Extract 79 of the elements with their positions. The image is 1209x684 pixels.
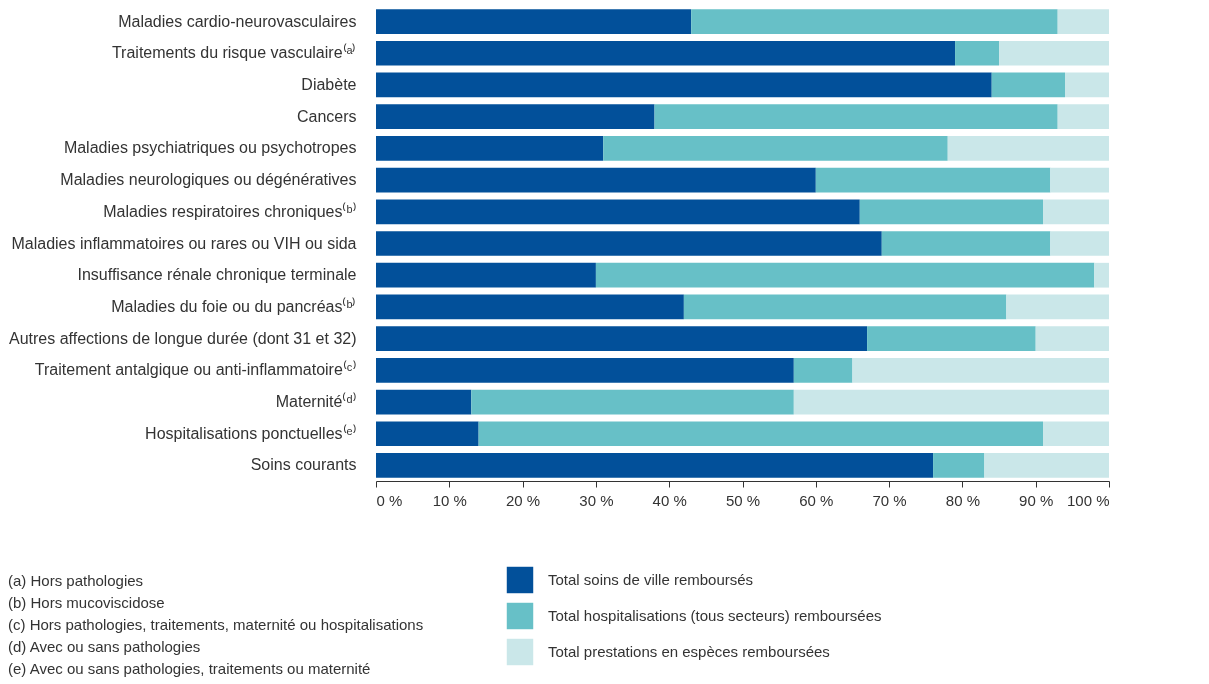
y-tick-label: Hospitalisations ponctuelles⁽ᵉ⁾: [145, 423, 357, 442]
y-tick-label: Maladies cardio-neurovasculaires: [118, 12, 357, 30]
bar: [376, 9, 692, 34]
bar: [603, 136, 948, 161]
bar: [859, 199, 1044, 225]
y-tick-label: Maladies respiratoires chroniques⁽ᵇ⁾: [103, 201, 357, 220]
bar: [471, 389, 794, 415]
bar: [376, 231, 882, 256]
bar: [376, 453, 934, 478]
bar: [1043, 421, 1109, 447]
bar: [1035, 326, 1109, 351]
y-tick-label: Cancers: [296, 107, 357, 125]
text: (d) Avec ou sans pathologies: [8, 637, 202, 657]
bar: [376, 104, 655, 130]
bar: [1065, 72, 1109, 98]
bar: [376, 136, 604, 161]
legend-label: Total prestations en espèces remboursées: [548, 643, 830, 660]
bar: [1057, 9, 1109, 34]
x-tick-label: 0 %: [376, 491, 403, 509]
bar: [683, 294, 1007, 320]
bar: [867, 326, 1036, 351]
x-tick-label: 20 %: [506, 491, 541, 509]
bar: [1043, 199, 1109, 225]
x-tick-label: 40 %: [652, 491, 687, 509]
x-tick-label: 10 %: [432, 491, 467, 509]
y-tick-label: Traitement antalgique ou anti-inflammatoire⁽ᶜ⁾: [34, 360, 357, 379]
bar: [1006, 294, 1109, 320]
bar: [376, 72, 992, 98]
bar: [376, 262, 596, 288]
bar: [947, 136, 1109, 161]
x-tick-label: 80 %: [945, 491, 980, 509]
bar: [595, 262, 1095, 288]
bar: [793, 357, 853, 383]
text: (e) Avec ou sans pathologies, traitements ou maternité: [8, 659, 372, 679]
bar: [376, 40, 956, 66]
legend-label: Total hospitalisations (tous secteurs) remboursées: [548, 607, 882, 624]
x-tick-label: 60 %: [799, 491, 834, 509]
bar: [376, 199, 860, 225]
bar: [376, 357, 794, 383]
bar: [1050, 231, 1109, 256]
y-tick-label: Autres affections de longue durée (dont 31 et 32): [9, 329, 357, 347]
bar: [881, 231, 1051, 256]
bar: [376, 421, 479, 447]
bar: [1057, 104, 1109, 130]
bar: [654, 104, 1058, 130]
x-tick-label: 100 %: [1066, 491, 1110, 509]
bar: [984, 453, 1109, 478]
x-tick-label: 50 %: [725, 491, 761, 509]
x-tick-label: 30 %: [579, 491, 614, 509]
x-tick-label: 70 %: [872, 491, 907, 509]
bar: [478, 421, 1044, 447]
bar: [815, 167, 1051, 193]
x-tick-label: 90 %: [1019, 491, 1054, 509]
bar: [1094, 262, 1109, 288]
y-tick-label: Diabète: [301, 75, 357, 93]
bar: [376, 167, 816, 193]
bar: [376, 294, 684, 320]
bar: [955, 40, 1000, 66]
y-tick-label: Maladies inflammatoires ou rares ou VIH ou sida: [11, 234, 357, 252]
text: (c) Hors pathologies, traitements, maternité ou hospitalisations: [8, 615, 424, 635]
bar: [691, 9, 1058, 34]
bar: [376, 389, 472, 415]
bar: [1050, 167, 1109, 193]
bar: [376, 326, 868, 351]
y-tick-label: Maladies neurologiques ou dégénératives: [60, 171, 357, 189]
text: (a) Hors pathologies: [8, 571, 145, 591]
bar: [999, 40, 1109, 66]
text: (b) Hors mucoviscidose: [8, 593, 166, 613]
bar: [793, 389, 1109, 415]
y-tick-label: Maternité⁽ᵈ⁾: [275, 392, 357, 411]
bar: [991, 72, 1066, 98]
y-tick-label: Maladies psychiatriques ou psychotropes: [63, 139, 357, 157]
y-tick-label: Traitements du risque vasculaire⁽ᵃ⁾: [111, 43, 357, 62]
bar: [852, 357, 1109, 383]
bar: [933, 453, 985, 478]
y-tick-label: Insuffisance rénale chronique terminale: [77, 266, 357, 284]
y-tick-label: Soins courants: [250, 456, 357, 474]
y-tick-label: Maladies du foie ou du pancréas⁽ᵇ⁾: [111, 296, 357, 315]
legend-label: Total soins de ville remboursés: [548, 571, 754, 588]
